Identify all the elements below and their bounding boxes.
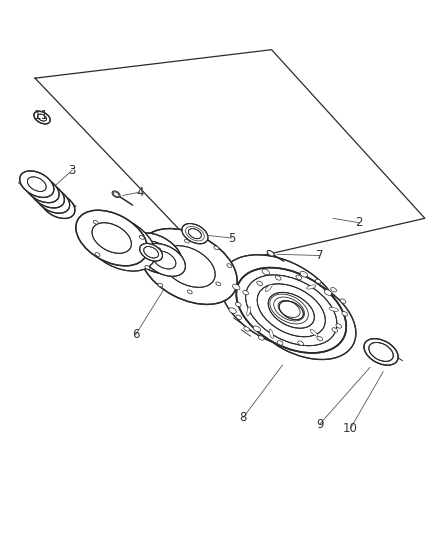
Ellipse shape	[315, 279, 321, 284]
Text: 10: 10	[343, 422, 358, 435]
Ellipse shape	[253, 326, 261, 332]
Ellipse shape	[317, 336, 323, 341]
Ellipse shape	[140, 244, 162, 261]
Ellipse shape	[144, 247, 159, 258]
Ellipse shape	[158, 283, 163, 287]
Ellipse shape	[233, 284, 240, 290]
Ellipse shape	[33, 182, 51, 197]
Ellipse shape	[41, 192, 75, 219]
Ellipse shape	[92, 223, 131, 253]
Ellipse shape	[332, 328, 338, 332]
Ellipse shape	[20, 171, 54, 197]
Ellipse shape	[342, 312, 348, 316]
Ellipse shape	[258, 336, 264, 340]
Ellipse shape	[246, 274, 356, 360]
Ellipse shape	[188, 229, 201, 239]
Text: 2: 2	[355, 216, 363, 229]
Ellipse shape	[216, 282, 221, 286]
Ellipse shape	[298, 341, 304, 345]
Ellipse shape	[257, 281, 262, 286]
Text: 11: 11	[34, 109, 49, 122]
Ellipse shape	[296, 275, 302, 279]
Ellipse shape	[236, 315, 241, 319]
Ellipse shape	[93, 220, 98, 224]
Ellipse shape	[277, 341, 283, 345]
Ellipse shape	[321, 313, 328, 319]
Ellipse shape	[156, 247, 161, 251]
Ellipse shape	[38, 188, 57, 202]
Ellipse shape	[257, 284, 325, 337]
Ellipse shape	[49, 198, 67, 213]
Ellipse shape	[162, 246, 215, 287]
Ellipse shape	[139, 236, 144, 239]
Ellipse shape	[325, 289, 332, 295]
Text: 8: 8	[240, 411, 247, 424]
Ellipse shape	[140, 241, 171, 265]
Ellipse shape	[129, 233, 182, 274]
Ellipse shape	[310, 329, 318, 336]
Ellipse shape	[269, 329, 273, 338]
Ellipse shape	[182, 223, 208, 244]
Ellipse shape	[340, 299, 346, 303]
Ellipse shape	[95, 253, 100, 256]
Ellipse shape	[244, 327, 250, 331]
Ellipse shape	[187, 290, 192, 294]
Ellipse shape	[34, 111, 50, 124]
Ellipse shape	[262, 269, 269, 275]
Ellipse shape	[307, 285, 316, 289]
Ellipse shape	[268, 293, 314, 328]
Text: 5: 5	[229, 231, 236, 245]
Ellipse shape	[143, 244, 185, 276]
Ellipse shape	[43, 192, 62, 207]
Ellipse shape	[184, 239, 189, 243]
Ellipse shape	[331, 287, 336, 292]
Text: 9: 9	[316, 418, 324, 431]
Ellipse shape	[28, 177, 46, 191]
Ellipse shape	[76, 210, 148, 266]
Ellipse shape	[229, 308, 236, 313]
Ellipse shape	[336, 324, 342, 328]
Text: 7: 7	[316, 249, 324, 262]
Ellipse shape	[145, 265, 150, 269]
Ellipse shape	[276, 276, 281, 280]
Ellipse shape	[139, 229, 237, 304]
Ellipse shape	[243, 290, 248, 295]
Ellipse shape	[247, 306, 251, 316]
Ellipse shape	[220, 255, 341, 348]
Ellipse shape	[227, 264, 232, 268]
Ellipse shape	[214, 246, 219, 250]
Ellipse shape	[300, 271, 307, 277]
Ellipse shape	[84, 215, 155, 271]
Ellipse shape	[25, 176, 59, 203]
Ellipse shape	[247, 276, 314, 327]
Ellipse shape	[236, 302, 241, 306]
Ellipse shape	[329, 308, 339, 311]
Ellipse shape	[291, 328, 299, 334]
Text: 3: 3	[69, 164, 76, 176]
Ellipse shape	[369, 342, 393, 361]
Ellipse shape	[236, 268, 346, 353]
Ellipse shape	[246, 275, 337, 346]
Text: 6: 6	[132, 328, 140, 341]
Ellipse shape	[364, 338, 398, 365]
Ellipse shape	[152, 251, 176, 269]
Ellipse shape	[279, 301, 304, 320]
Ellipse shape	[35, 187, 70, 213]
Text: 4: 4	[136, 185, 144, 198]
Ellipse shape	[38, 114, 46, 121]
Ellipse shape	[267, 251, 274, 256]
Ellipse shape	[265, 284, 272, 292]
Ellipse shape	[30, 181, 64, 208]
Ellipse shape	[112, 191, 120, 198]
